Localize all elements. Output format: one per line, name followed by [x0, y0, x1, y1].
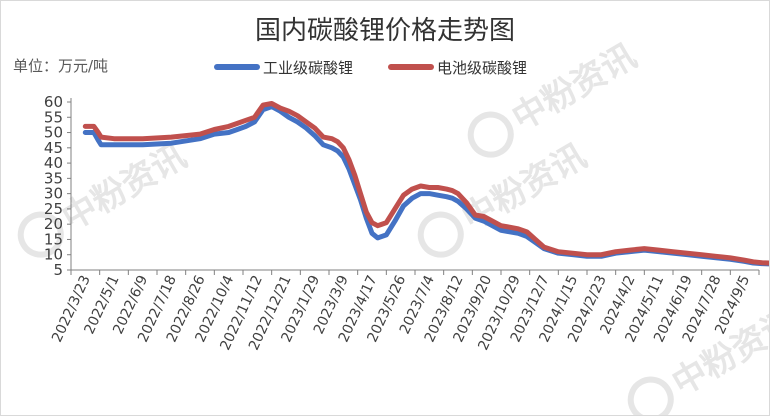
- watermark-1: 中粉资讯: [17, 136, 194, 258]
- series-lines: [82, 101, 769, 267]
- y-tick-label: 20: [44, 215, 63, 233]
- y-tick-label: 40: [44, 154, 63, 172]
- chart-title: 国内碳酸锂价格走势图: [255, 16, 515, 46]
- watermark-logo-icon: [17, 211, 64, 258]
- watermark-text: 中粉资讯: [666, 301, 770, 404]
- y-tick-label: 55: [44, 108, 63, 126]
- legend-label-industrial: 工业级碳酸锂: [263, 59, 353, 77]
- watermark-logo-icon: [467, 111, 514, 158]
- watermark-logo-icon: [627, 376, 674, 415]
- y-tick-label: 10: [44, 246, 63, 264]
- watermark-2: 中粉资讯: [417, 136, 593, 258]
- x-tick-labels: 2022/3/232022/5/12022/6/92022/7/182022/8…: [49, 270, 760, 353]
- watermark-text: 中粉资讯: [56, 136, 194, 239]
- legend: 工业级碳酸锂 电池级碳酸锂: [214, 59, 527, 77]
- y-tick-label: 45: [44, 139, 63, 157]
- y-tick-label: 35: [44, 169, 63, 187]
- watermark-0: 中粉资讯: [467, 36, 644, 158]
- series-line-battery: [82, 101, 769, 266]
- y-tick-label: 50: [44, 124, 63, 142]
- axes: [70, 98, 759, 271]
- legend-label-battery: 电池级碳酸锂: [437, 59, 527, 77]
- unit-label: 单位：万元/吨: [13, 57, 108, 75]
- watermark-logo-icon: [417, 211, 464, 258]
- y-tick-label: 60: [44, 93, 63, 111]
- y-tick-label: 15: [44, 230, 63, 248]
- watermark-text: 中粉资讯: [506, 36, 644, 139]
- y-tick-label: 30: [44, 185, 63, 203]
- y-tick-label: 25: [44, 200, 63, 218]
- x-tick-label: 2022/3/23: [49, 273, 94, 345]
- y-tick-label: 5: [53, 261, 63, 279]
